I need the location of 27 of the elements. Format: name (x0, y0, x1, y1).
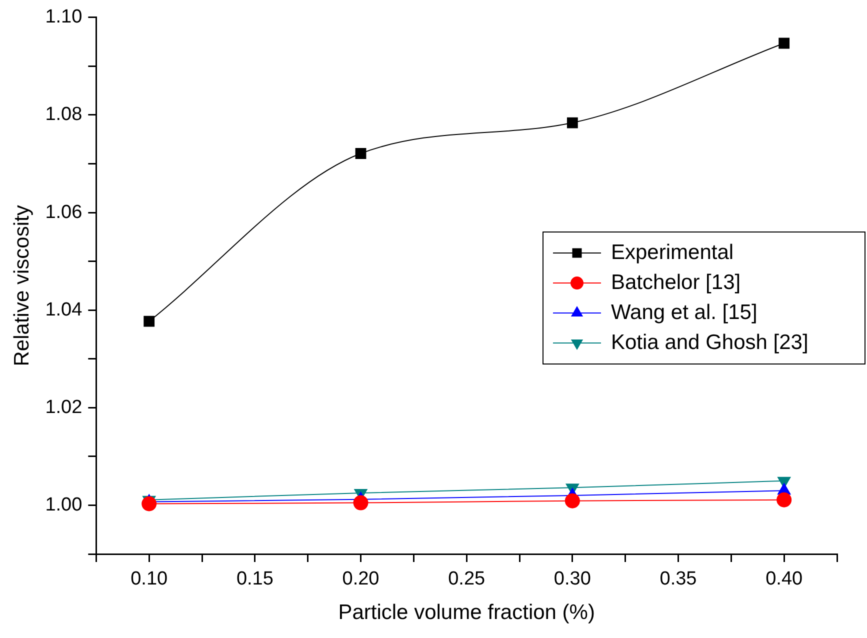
point (142, 496, 157, 512)
legend-label: Wang et al. [15] (611, 300, 758, 324)
legend-label: Kotia and Ghosh [23] (611, 330, 808, 354)
point (353, 495, 368, 510)
point (564, 493, 580, 508)
legend-label: Batchelor [13] (611, 270, 741, 294)
x-tick-label: 0.40 (766, 568, 803, 590)
x-tick-label: 0.30 (554, 568, 591, 590)
point (776, 492, 792, 508)
y-tick-label: 1.00 (45, 494, 82, 516)
y-tick-label: 1.08 (45, 104, 82, 126)
point (355, 148, 366, 159)
x-tick-label: 0.35 (660, 568, 697, 590)
y-tick-label: 1.10 (45, 6, 82, 28)
x-tick-label: 0.25 (448, 568, 486, 590)
point (778, 38, 790, 49)
x-tick-label: 0.20 (342, 568, 380, 590)
point (566, 117, 578, 128)
legend-label: Experimental (611, 240, 734, 264)
x-axis-title: Particle volume fraction (%) (338, 601, 595, 624)
x-tick-label: 0.10 (130, 568, 168, 590)
x-tick-label: 0.15 (236, 568, 274, 590)
y-tick-label: 1.06 (45, 202, 82, 223)
point (144, 316, 155, 327)
y-tick-label: 1.02 (45, 396, 82, 418)
y-tick-label: 1.04 (45, 299, 83, 320)
y-axis-title: Relative viscosity (10, 204, 34, 366)
